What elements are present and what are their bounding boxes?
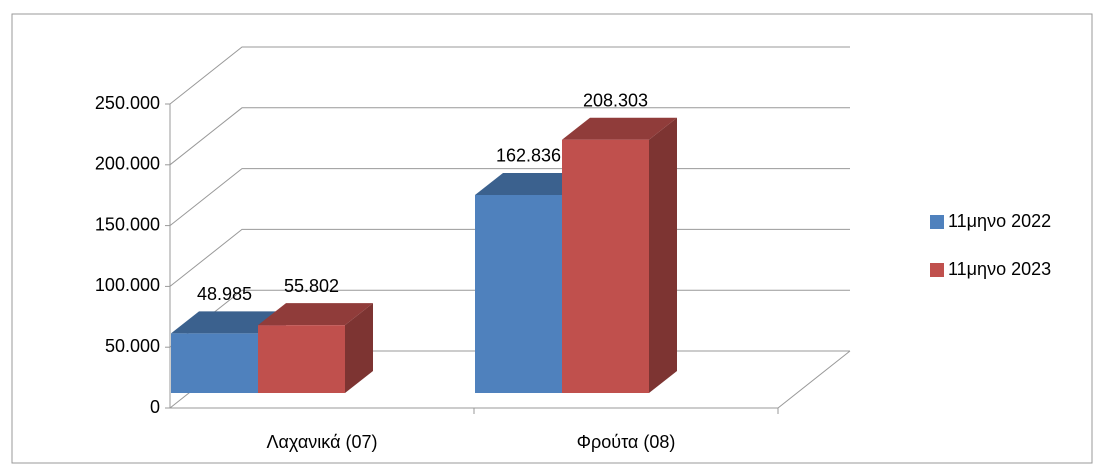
y-tick-label: 0	[150, 397, 160, 417]
y-tick-label: 50.000	[105, 336, 160, 356]
grid-line	[169, 46, 850, 105]
legend-label: 11μηνο 2022	[948, 211, 1051, 231]
data-label: 162.836	[496, 146, 561, 166]
legend-swatch	[930, 263, 944, 277]
y-tick-label: 200.000	[95, 154, 160, 174]
y-tick-label: 100.000	[95, 275, 160, 295]
bar-side	[345, 303, 373, 393]
bar-top	[171, 311, 286, 334]
bar	[171, 333, 258, 393]
legend-swatch	[930, 215, 944, 229]
grid-line	[169, 107, 850, 166]
x-tick-label: Λαχανικά (07)	[267, 432, 378, 452]
bar-top	[562, 117, 677, 140]
data-label: 55.802	[284, 276, 339, 296]
bar	[475, 194, 562, 393]
bar-top	[258, 303, 373, 326]
x-tick-label: Φρούτα (08)	[577, 432, 676, 452]
y-tick-label: 150.000	[95, 214, 160, 234]
y-tick-label: 250.000	[95, 93, 160, 113]
legend-label: 11μηνο 2023	[948, 259, 1051, 279]
bar	[258, 325, 345, 393]
bar-top	[475, 172, 590, 195]
data-label: 208.303	[583, 90, 648, 110]
bar	[562, 139, 649, 393]
data-label: 48.985	[197, 284, 252, 304]
bar-side	[649, 117, 677, 393]
